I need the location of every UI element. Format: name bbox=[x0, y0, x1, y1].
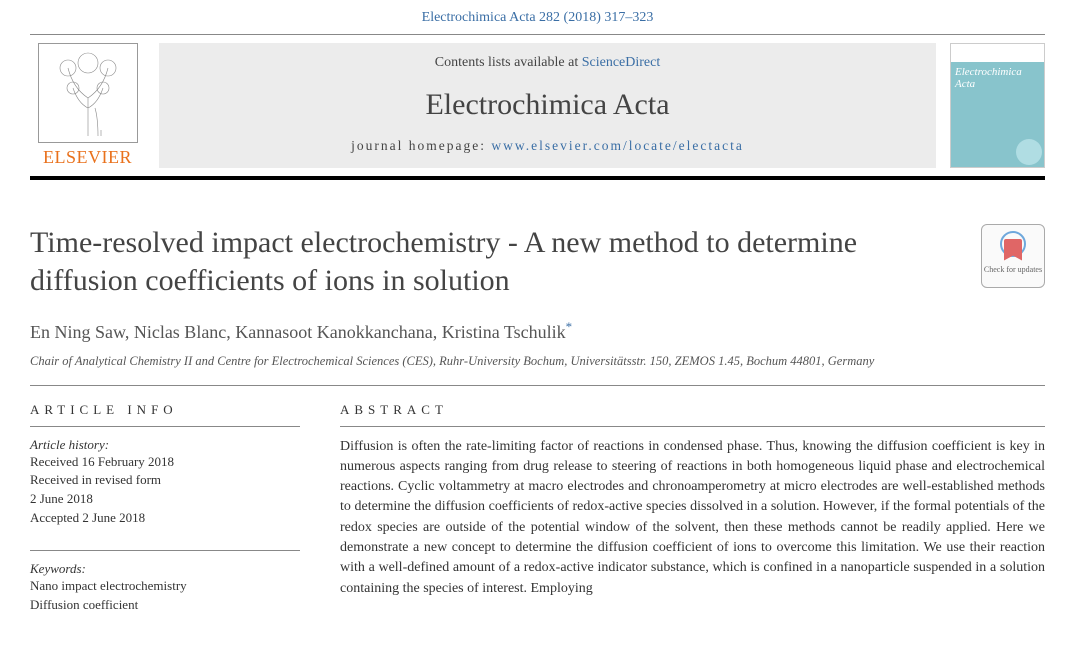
revised-label: Received in revised form bbox=[30, 471, 300, 490]
article-info-heading: ARTICLE INFO bbox=[30, 402, 300, 418]
citation-volpages: 282 (2018) 317–323 bbox=[539, 10, 653, 25]
journal-banner: Contents lists available at ScienceDirec… bbox=[159, 43, 936, 168]
elsevier-tree-icon bbox=[38, 43, 138, 143]
header-band: ELSEVIER Contents lists available at Sci… bbox=[30, 34, 1045, 168]
keyword-item: Diffusion coefficient bbox=[30, 596, 300, 615]
authors-line: En Ning Saw, Niclas Blanc, Kannasoot Kan… bbox=[30, 319, 1045, 343]
abstract-column: ABSTRACT Diffusion is often the rate-lim… bbox=[340, 402, 1045, 615]
publisher-logo[interactable]: ELSEVIER bbox=[30, 43, 145, 168]
paper-title: Time-resolved impact electrochemistry - … bbox=[30, 224, 961, 299]
bookmark-icon bbox=[1004, 239, 1022, 261]
homepage-link[interactable]: www.elsevier.com/locate/electacta bbox=[491, 138, 744, 153]
accepted-date: Accepted 2 June 2018 bbox=[30, 509, 300, 528]
cover-globe-icon bbox=[951, 137, 1044, 167]
affiliation: Chair of Analytical Chemistry II and Cen… bbox=[30, 353, 1045, 371]
revised-date: 2 June 2018 bbox=[30, 490, 300, 509]
history-label: Article history: bbox=[30, 437, 300, 453]
cover-title: Electrochimica Acta bbox=[951, 62, 1044, 137]
publisher-name: ELSEVIER bbox=[43, 147, 132, 168]
homepage-line: journal homepage: www.elsevier.com/locat… bbox=[179, 138, 916, 154]
corresponding-marker: * bbox=[566, 319, 573, 334]
mid-divider bbox=[30, 385, 1045, 386]
check-updates-button[interactable]: Check for updates bbox=[981, 224, 1045, 288]
citation-link[interactable]: Electrochimica Acta 282 (2018) 317–323 bbox=[422, 10, 654, 25]
updates-label: Check for updates bbox=[984, 265, 1042, 274]
abstract-divider bbox=[340, 426, 1045, 427]
thick-divider bbox=[30, 176, 1045, 180]
homepage-label: journal homepage: bbox=[351, 138, 491, 153]
journal-cover-thumbnail[interactable]: Electrochimica Acta bbox=[950, 43, 1045, 168]
keywords-divider bbox=[30, 550, 300, 551]
info-divider bbox=[30, 426, 300, 427]
keyword-item: Nano impact electrochemistry bbox=[30, 577, 300, 596]
two-column-region: ARTICLE INFO Article history: Received 1… bbox=[30, 402, 1045, 615]
article-info-column: ARTICLE INFO Article history: Received 1… bbox=[30, 402, 300, 615]
contents-prefix: Contents lists available at bbox=[435, 55, 582, 70]
keywords-label: Keywords: bbox=[30, 561, 300, 577]
citation-line: Electrochimica Acta 282 (2018) 317–323 bbox=[30, 0, 1045, 34]
abstract-heading: ABSTRACT bbox=[340, 402, 1045, 418]
contents-line: Contents lists available at ScienceDirec… bbox=[179, 55, 916, 71]
authors-names: En Ning Saw, Niclas Blanc, Kannasoot Kan… bbox=[30, 322, 566, 342]
abstract-text: Diffusion is often the rate-limiting fac… bbox=[340, 437, 1045, 599]
sciencedirect-link[interactable]: ScienceDirect bbox=[582, 55, 661, 70]
journal-name: Electrochimica Acta bbox=[179, 88, 916, 122]
received-date: Received 16 February 2018 bbox=[30, 453, 300, 472]
keywords-block: Keywords: Nano impact electrochemistry D… bbox=[30, 550, 300, 615]
cover-header bbox=[951, 44, 1044, 62]
title-row: Time-resolved impact electrochemistry - … bbox=[30, 224, 1045, 299]
citation-journal: Electrochimica Acta bbox=[422, 10, 536, 25]
